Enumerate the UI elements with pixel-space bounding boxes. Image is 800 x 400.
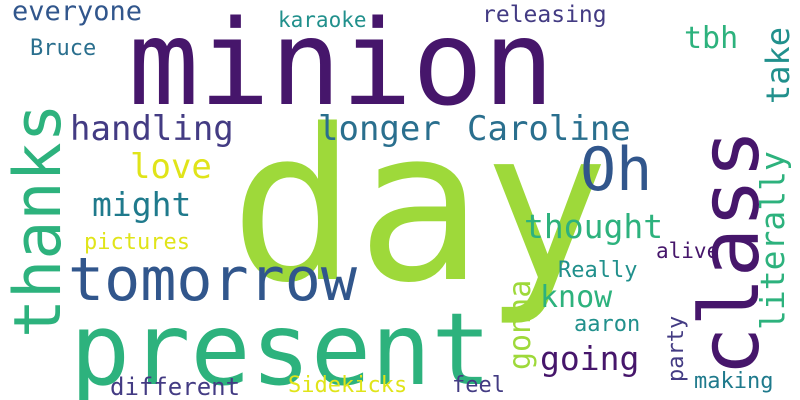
word-tomorrow: tomorrow (68, 245, 357, 315)
word-might: might (92, 185, 192, 224)
word-releasing: releasing (482, 2, 607, 28)
word-different: different (110, 373, 241, 400)
word-literally: literally (753, 151, 792, 330)
word-day: day (230, 84, 610, 329)
word-love: love (130, 147, 212, 187)
word-pictures: pictures (84, 230, 190, 255)
word-feel: feel (452, 373, 505, 398)
word-tbh: tbh (684, 21, 739, 56)
word-present: present (70, 291, 492, 400)
word-thought: thought (524, 207, 664, 246)
word-know: know (540, 280, 613, 315)
word-thanks: thanks (1, 103, 76, 338)
word-oh: Oh (580, 135, 653, 205)
word-everyone: everyone (12, 0, 143, 27)
word-alive: alive (656, 239, 720, 263)
word-longer: longer (318, 109, 441, 149)
word-take: take (759, 26, 797, 104)
word-handling: handling (70, 109, 234, 149)
word-party: party (664, 315, 689, 382)
word-minion: minion (128, 0, 555, 132)
word-gonna: gonna (503, 279, 538, 370)
word-going: going (540, 339, 640, 378)
word-bruce: Bruce (30, 36, 97, 61)
word-sidekicks: Sidekicks (288, 373, 408, 398)
word-really: Really (558, 258, 638, 283)
word-caroline: Caroline (467, 109, 631, 149)
word-karaoke: karaoke (278, 8, 367, 32)
word-making: making (694, 369, 774, 394)
word-aaron: aaron (574, 312, 641, 337)
